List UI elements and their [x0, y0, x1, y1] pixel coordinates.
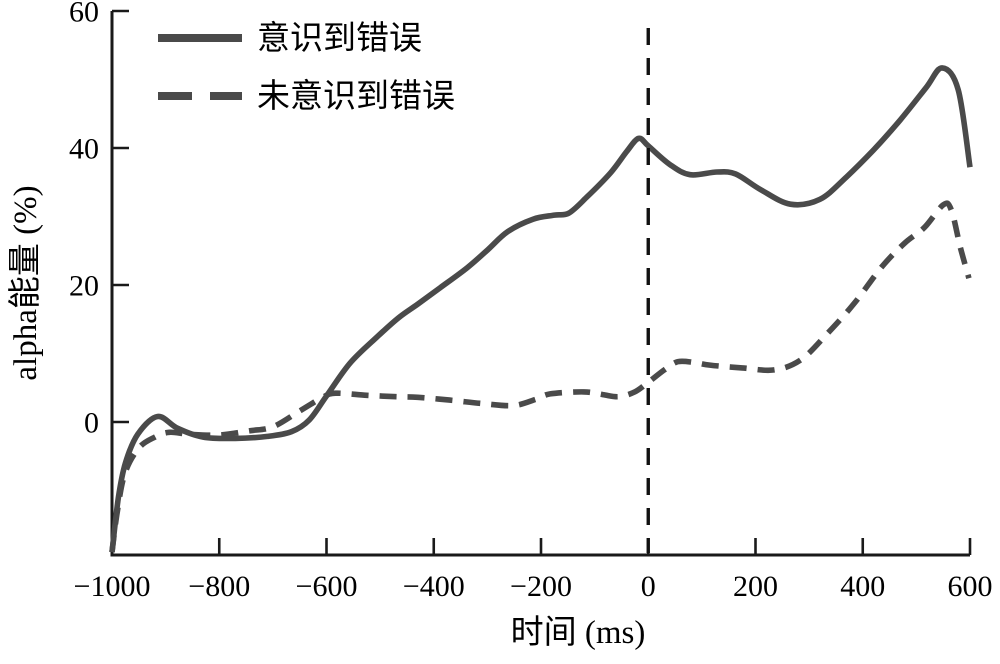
- curve-unaware-dashed: [109, 200, 972, 553]
- axes: −1000 −800 −600 −400 −200 0 200 400 600 0 20 40 60: [69, 0, 993, 603]
- x-tick-label: −600: [296, 570, 358, 603]
- legend: 意识到错误 未意识到错误: [158, 20, 455, 115]
- y-tick-label: 60: [69, 0, 99, 29]
- x-axis-title: 时间 (ms): [511, 615, 646, 651]
- x-tick-label: 400: [840, 570, 885, 603]
- x-tick-label: −800: [188, 570, 250, 603]
- x-tick-label: −400: [403, 570, 465, 603]
- data-series: [109, 65, 973, 553]
- legend-label-aware: 意识到错误: [257, 20, 422, 57]
- legend-label-unaware: 未意识到错误: [257, 78, 455, 115]
- x-tick-label: 0: [641, 570, 656, 603]
- y-tick-label: 0: [84, 407, 99, 440]
- y-tick-label: 20: [69, 270, 99, 303]
- x-tick-label: −200: [510, 570, 572, 603]
- y-tick-label: 40: [69, 133, 99, 166]
- y-axis-title: alpha能量 (%): [7, 185, 44, 380]
- curve-aware-solid: [109, 65, 973, 553]
- x-tick-label: 200: [733, 570, 778, 603]
- x-tick-label: 600: [948, 570, 993, 603]
- x-tick-label: −1000: [74, 570, 151, 603]
